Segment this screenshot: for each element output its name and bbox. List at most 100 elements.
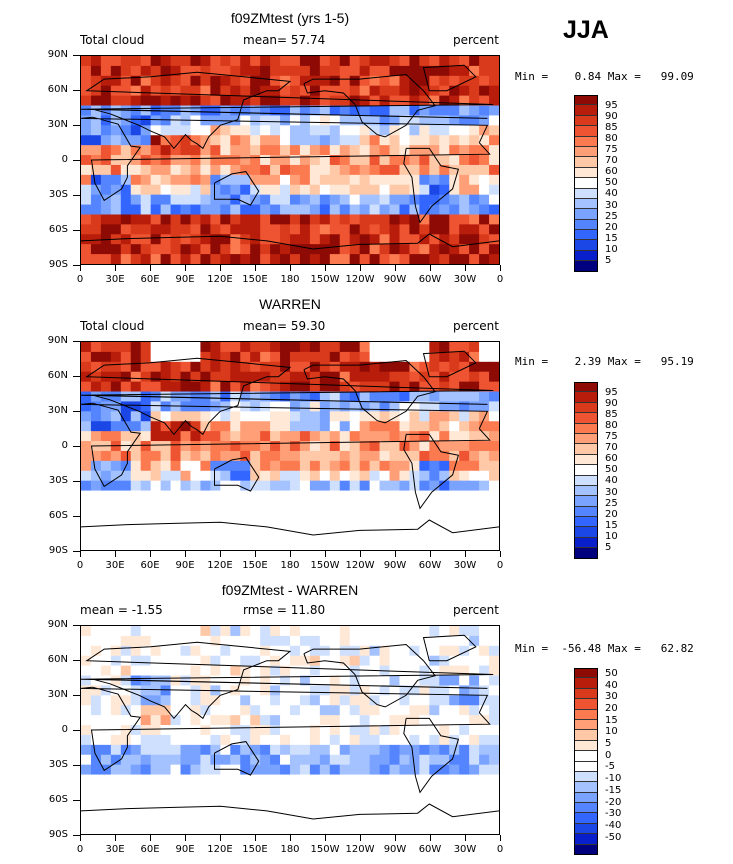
field-cell [150, 645, 162, 657]
field-cell [100, 75, 112, 87]
field-cell [150, 115, 162, 126]
field-cell [240, 421, 251, 432]
field-cell [359, 56, 371, 67]
field-cell [230, 500, 241, 511]
field-cell [359, 675, 371, 687]
field-cell [389, 234, 401, 245]
x-tick-label: 90E [175, 274, 195, 285]
field-cell [429, 381, 440, 393]
field-cell [270, 204, 281, 216]
field-cell [329, 490, 341, 502]
field-cell [150, 184, 162, 196]
field-cell [409, 411, 420, 422]
field-cell [479, 234, 490, 245]
field-cell [389, 520, 401, 531]
field-cell [299, 381, 311, 393]
field-cell [439, 490, 450, 502]
field-cell [270, 675, 281, 687]
y-tick [73, 481, 80, 482]
field-cell [210, 421, 221, 432]
field-cell [250, 705, 261, 716]
field-cell [349, 125, 361, 136]
field-cell [110, 480, 122, 492]
field-cell [409, 490, 420, 502]
field-cell [250, 184, 261, 196]
field-cell [419, 371, 430, 383]
y-tick [73, 160, 80, 161]
field-cell [389, 510, 401, 521]
field-cell [419, 411, 430, 422]
x-tick [290, 551, 291, 557]
field-cell [90, 164, 102, 176]
field-cell [120, 665, 132, 677]
field-cell [270, 626, 281, 637]
field-cell [429, 490, 440, 502]
colorbar-swatch [574, 382, 598, 393]
field-cell [190, 184, 202, 196]
field-cell [220, 645, 231, 657]
field-cell [120, 125, 132, 136]
field-cell [290, 95, 301, 107]
field-cell [280, 715, 291, 726]
field-cell [439, 224, 450, 235]
field-cell [120, 774, 132, 786]
field-cell [110, 655, 122, 667]
field-cell [81, 814, 92, 825]
field-cell [449, 361, 460, 373]
field-cell [359, 125, 371, 136]
field-cell [449, 635, 460, 647]
field-cell [319, 460, 331, 472]
field-cell [130, 351, 142, 363]
field-cell [170, 401, 182, 412]
field-cell [270, 725, 281, 736]
field-cell [379, 695, 391, 706]
field-cell [170, 115, 182, 126]
field-cell [81, 164, 92, 176]
field-cell [130, 411, 142, 422]
field-cell [389, 56, 401, 67]
field-cell [419, 164, 430, 176]
field-cell [369, 480, 381, 492]
field-cell [479, 754, 490, 766]
field-cell [120, 804, 132, 815]
y-tick-label: 90S [48, 829, 68, 840]
field-cell [489, 105, 499, 117]
field-cell [140, 695, 152, 706]
field-cell [429, 510, 440, 521]
field-cell [290, 75, 301, 87]
field-cell [100, 105, 112, 117]
field-cell [429, 626, 440, 637]
field-cell [230, 85, 241, 97]
field-cell [329, 115, 341, 126]
field-cell [459, 450, 470, 462]
field-cell [280, 254, 291, 264]
field-cell [210, 520, 221, 531]
field-cell [409, 75, 420, 87]
field-cell [319, 145, 331, 156]
colorbar-label: -40 [605, 819, 622, 831]
field-cell [399, 814, 411, 825]
field-cell [190, 234, 202, 245]
field-cell [369, 500, 381, 511]
x-tick-label: 0 [76, 560, 84, 571]
field-cell [449, 814, 460, 825]
field-cell [140, 224, 152, 235]
field-cell [270, 75, 281, 87]
field-cell [230, 764, 241, 776]
field-cell [399, 824, 411, 834]
colorbar-label: 20 [605, 702, 618, 714]
field-cell [399, 351, 411, 363]
field-cell [409, 135, 420, 146]
field-cell [389, 65, 401, 77]
field-cell [459, 530, 470, 541]
field-cell [190, 224, 202, 235]
field-cell [339, 460, 351, 472]
field-cell [459, 391, 470, 403]
field-cell [160, 635, 172, 647]
y-tick [73, 660, 80, 661]
field-cell [210, 784, 221, 795]
field-cell [349, 490, 361, 502]
field-cell [290, 164, 301, 176]
field-cell [290, 824, 301, 834]
colorbar-swatch [574, 167, 598, 179]
